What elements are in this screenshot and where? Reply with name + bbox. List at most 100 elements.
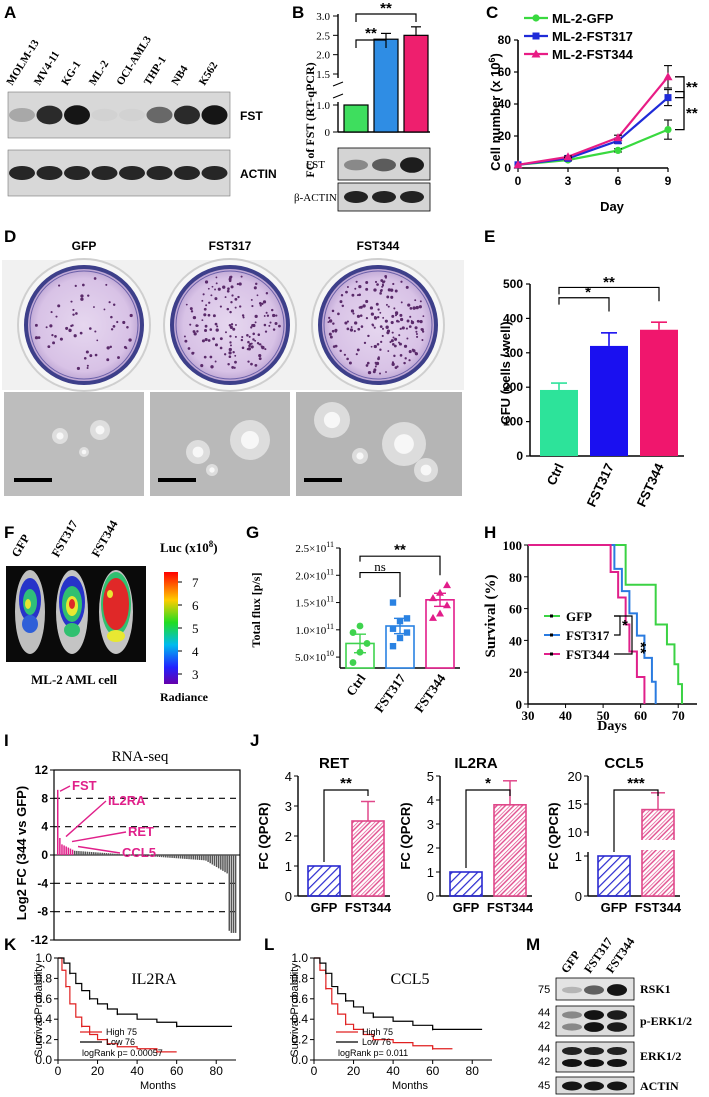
colony-dot	[185, 303, 188, 306]
dish-label-fst317: FST317	[209, 239, 252, 253]
lane-label-k562: K562	[197, 60, 221, 88]
colony-dot	[214, 297, 218, 301]
colony-dot	[125, 346, 128, 350]
colony-dot	[75, 312, 78, 315]
band-erk-42	[607, 1059, 627, 1067]
colony-dot	[379, 325, 383, 328]
colony-dot	[117, 356, 120, 359]
colony-dot	[331, 329, 335, 333]
band-p-erk-42	[584, 1022, 604, 1032]
panel-f: F GFP FST317 FST344	[4, 518, 218, 704]
j-xtick-label: GFP	[453, 900, 480, 915]
km-xtick-label: 60	[426, 1064, 440, 1078]
colony-dot	[353, 330, 356, 333]
i-bar	[232, 855, 235, 933]
j-ytick-label: 3	[285, 799, 292, 814]
colony-dot	[365, 316, 369, 320]
colony-dot	[204, 328, 208, 333]
colony-dot	[346, 357, 349, 361]
colony-dot	[355, 280, 358, 283]
colony-dot	[241, 346, 245, 350]
km-curve-low	[58, 957, 233, 1027]
colony-dot	[216, 325, 219, 328]
band-actin-k562	[201, 166, 228, 180]
i-bar	[230, 855, 233, 933]
colony-dot	[203, 307, 207, 311]
colony-dot	[390, 288, 394, 292]
colony-dot	[385, 303, 388, 306]
panel-l-chart: 0 20 40 60 80 0.0 0.2 0.4 0.6 0.8 1.0 CCL5 High 75Lo…	[291, 951, 492, 1078]
colony-dot	[399, 327, 402, 330]
colony-dot	[343, 353, 347, 356]
colony-dot	[229, 335, 232, 338]
panel-b-fst-bands	[344, 157, 424, 173]
j-subtitle-ccl5: CCL5	[604, 755, 643, 772]
j-bar-gfp	[449, 871, 483, 897]
j-ytick-label: 0	[285, 889, 292, 904]
i-bar	[194, 855, 197, 860]
colony-dot	[394, 337, 398, 341]
colony-dot	[409, 315, 412, 318]
panel-h-ylabel: Survival (%)	[483, 575, 499, 658]
colony-dot	[416, 319, 420, 323]
colony-dot	[230, 285, 234, 289]
h-curve-fst344	[528, 544, 646, 704]
colony-dot	[407, 303, 411, 307]
colony-dot	[217, 287, 221, 291]
h-ytick-label: 80	[509, 570, 522, 585]
colony-dot	[248, 335, 251, 338]
c-xtick-label: 3	[565, 174, 572, 188]
colony-dot	[372, 324, 375, 327]
marker-75: 75	[538, 984, 550, 996]
colony-dot	[112, 303, 116, 307]
colony-dot	[377, 356, 380, 359]
colony-dot	[401, 326, 405, 330]
radiance-tick-label: 5	[192, 621, 199, 636]
panel-j: J RET FC (QPCR) 0 1 2 3 4 GFP FST344 ** IL2RA FC (Q…	[250, 731, 682, 915]
colony-dot	[234, 354, 237, 357]
colony-dot	[227, 287, 230, 291]
panel-e-letter: E	[484, 227, 495, 246]
band-rsk1	[584, 985, 604, 995]
colony-dot	[250, 345, 254, 349]
lane-label-thp-1: THP-1	[142, 54, 169, 87]
j-ytick-label: 1	[427, 865, 434, 880]
i-bar	[217, 855, 220, 869]
km-ytick-label: 0.2	[291, 1033, 308, 1047]
i-bar	[69, 848, 72, 855]
colony-dot	[359, 314, 363, 317]
e-ytick-label: 500	[503, 277, 523, 291]
c-legend-marker	[532, 14, 540, 22]
colony-dot	[385, 371, 387, 373]
i-bar	[148, 855, 150, 857]
colony-dot	[210, 294, 213, 297]
colony-dot	[332, 345, 336, 348]
marker-45: 45	[538, 1080, 550, 1092]
colony-dot	[227, 362, 230, 366]
colony-dot	[254, 339, 257, 342]
colony-dot	[389, 340, 392, 344]
i-bar	[122, 854, 125, 855]
panel-a-actin-bands	[9, 166, 228, 180]
panel-m-bands	[562, 984, 627, 1091]
j-ytick-label: 3	[427, 817, 434, 832]
i-bar	[73, 850, 76, 855]
colony-dot	[212, 337, 215, 341]
colony-dot	[352, 312, 355, 315]
i-bar	[67, 847, 70, 855]
colony-core	[241, 431, 259, 449]
colony-dot	[374, 361, 377, 365]
i-bar	[99, 852, 101, 855]
colony-dot	[409, 307, 413, 310]
colony-dot	[272, 328, 276, 331]
c-xtick-label: 9	[665, 174, 672, 188]
band-fst-k562	[201, 105, 228, 125]
band-erk-42	[584, 1059, 604, 1067]
g-xtick-label: Ctrl	[343, 671, 369, 699]
colony-dot	[387, 305, 390, 308]
colony-dot	[204, 324, 208, 328]
colony-dot	[193, 332, 197, 336]
colony-dot	[329, 335, 333, 339]
blot-label-b-fst: FST	[306, 159, 325, 171]
